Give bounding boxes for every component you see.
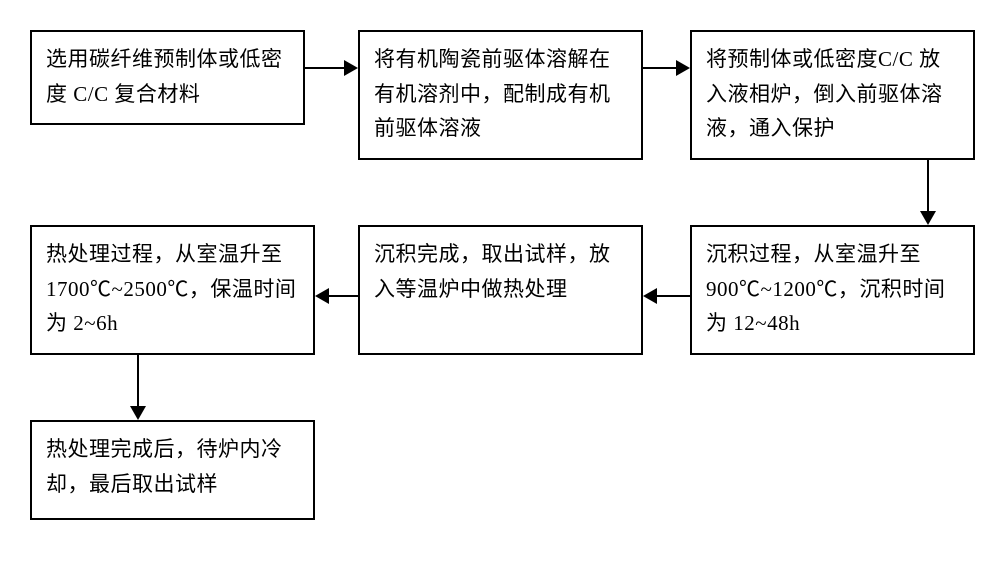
- arrow-left-icon: [643, 288, 690, 304]
- arrow-right-icon: [305, 60, 358, 76]
- arrow-down-icon: [130, 355, 146, 420]
- flowchart-canvas: 选用碳纤维预制体或低密度 C/C 复合材料 将有机陶瓷前驱体溶解在有机溶剂中，配…: [0, 0, 1000, 565]
- flow-node-3: 将预制体或低密度C/C 放入液相炉，倒入前驱体溶液，通入保护: [690, 30, 975, 160]
- flow-node-7: 热处理完成后，待炉内冷却，最后取出试样: [30, 420, 315, 520]
- flow-node-4: 沉积过程，从室温升至900℃~1200℃，沉积时间为 12~48h: [690, 225, 975, 355]
- arrow-down-icon: [920, 160, 936, 225]
- flow-node-1: 选用碳纤维预制体或低密度 C/C 复合材料: [30, 30, 305, 125]
- arrow-left-icon: [315, 288, 358, 304]
- flow-node-text: 将预制体或低密度C/C 放入液相炉，倒入前驱体溶液，通入保护: [706, 47, 943, 140]
- flow-node-text: 沉积过程，从室温升至900℃~1200℃，沉积时间为 12~48h: [706, 242, 945, 335]
- arrow-right-icon: [643, 60, 690, 76]
- flow-node-5: 沉积完成，取出试样，放入等温炉中做热处理: [358, 225, 643, 355]
- flow-node-text: 热处理完成后，待炉内冷却，最后取出试样: [46, 437, 283, 496]
- flow-node-text: 将有机陶瓷前驱体溶解在有机溶剂中，配制成有机前驱体溶液: [374, 47, 611, 140]
- flow-node-2: 将有机陶瓷前驱体溶解在有机溶剂中，配制成有机前驱体溶液: [358, 30, 643, 160]
- flow-node-text: 热处理过程，从室温升至 1700℃~2500℃，保温时间为 2~6h: [46, 242, 296, 335]
- flow-node-text: 选用碳纤维预制体或低密度 C/C 复合材料: [46, 47, 283, 106]
- flow-node-6: 热处理过程，从室温升至 1700℃~2500℃，保温时间为 2~6h: [30, 225, 315, 355]
- flow-node-text: 沉积完成，取出试样，放入等温炉中做热处理: [374, 242, 611, 301]
